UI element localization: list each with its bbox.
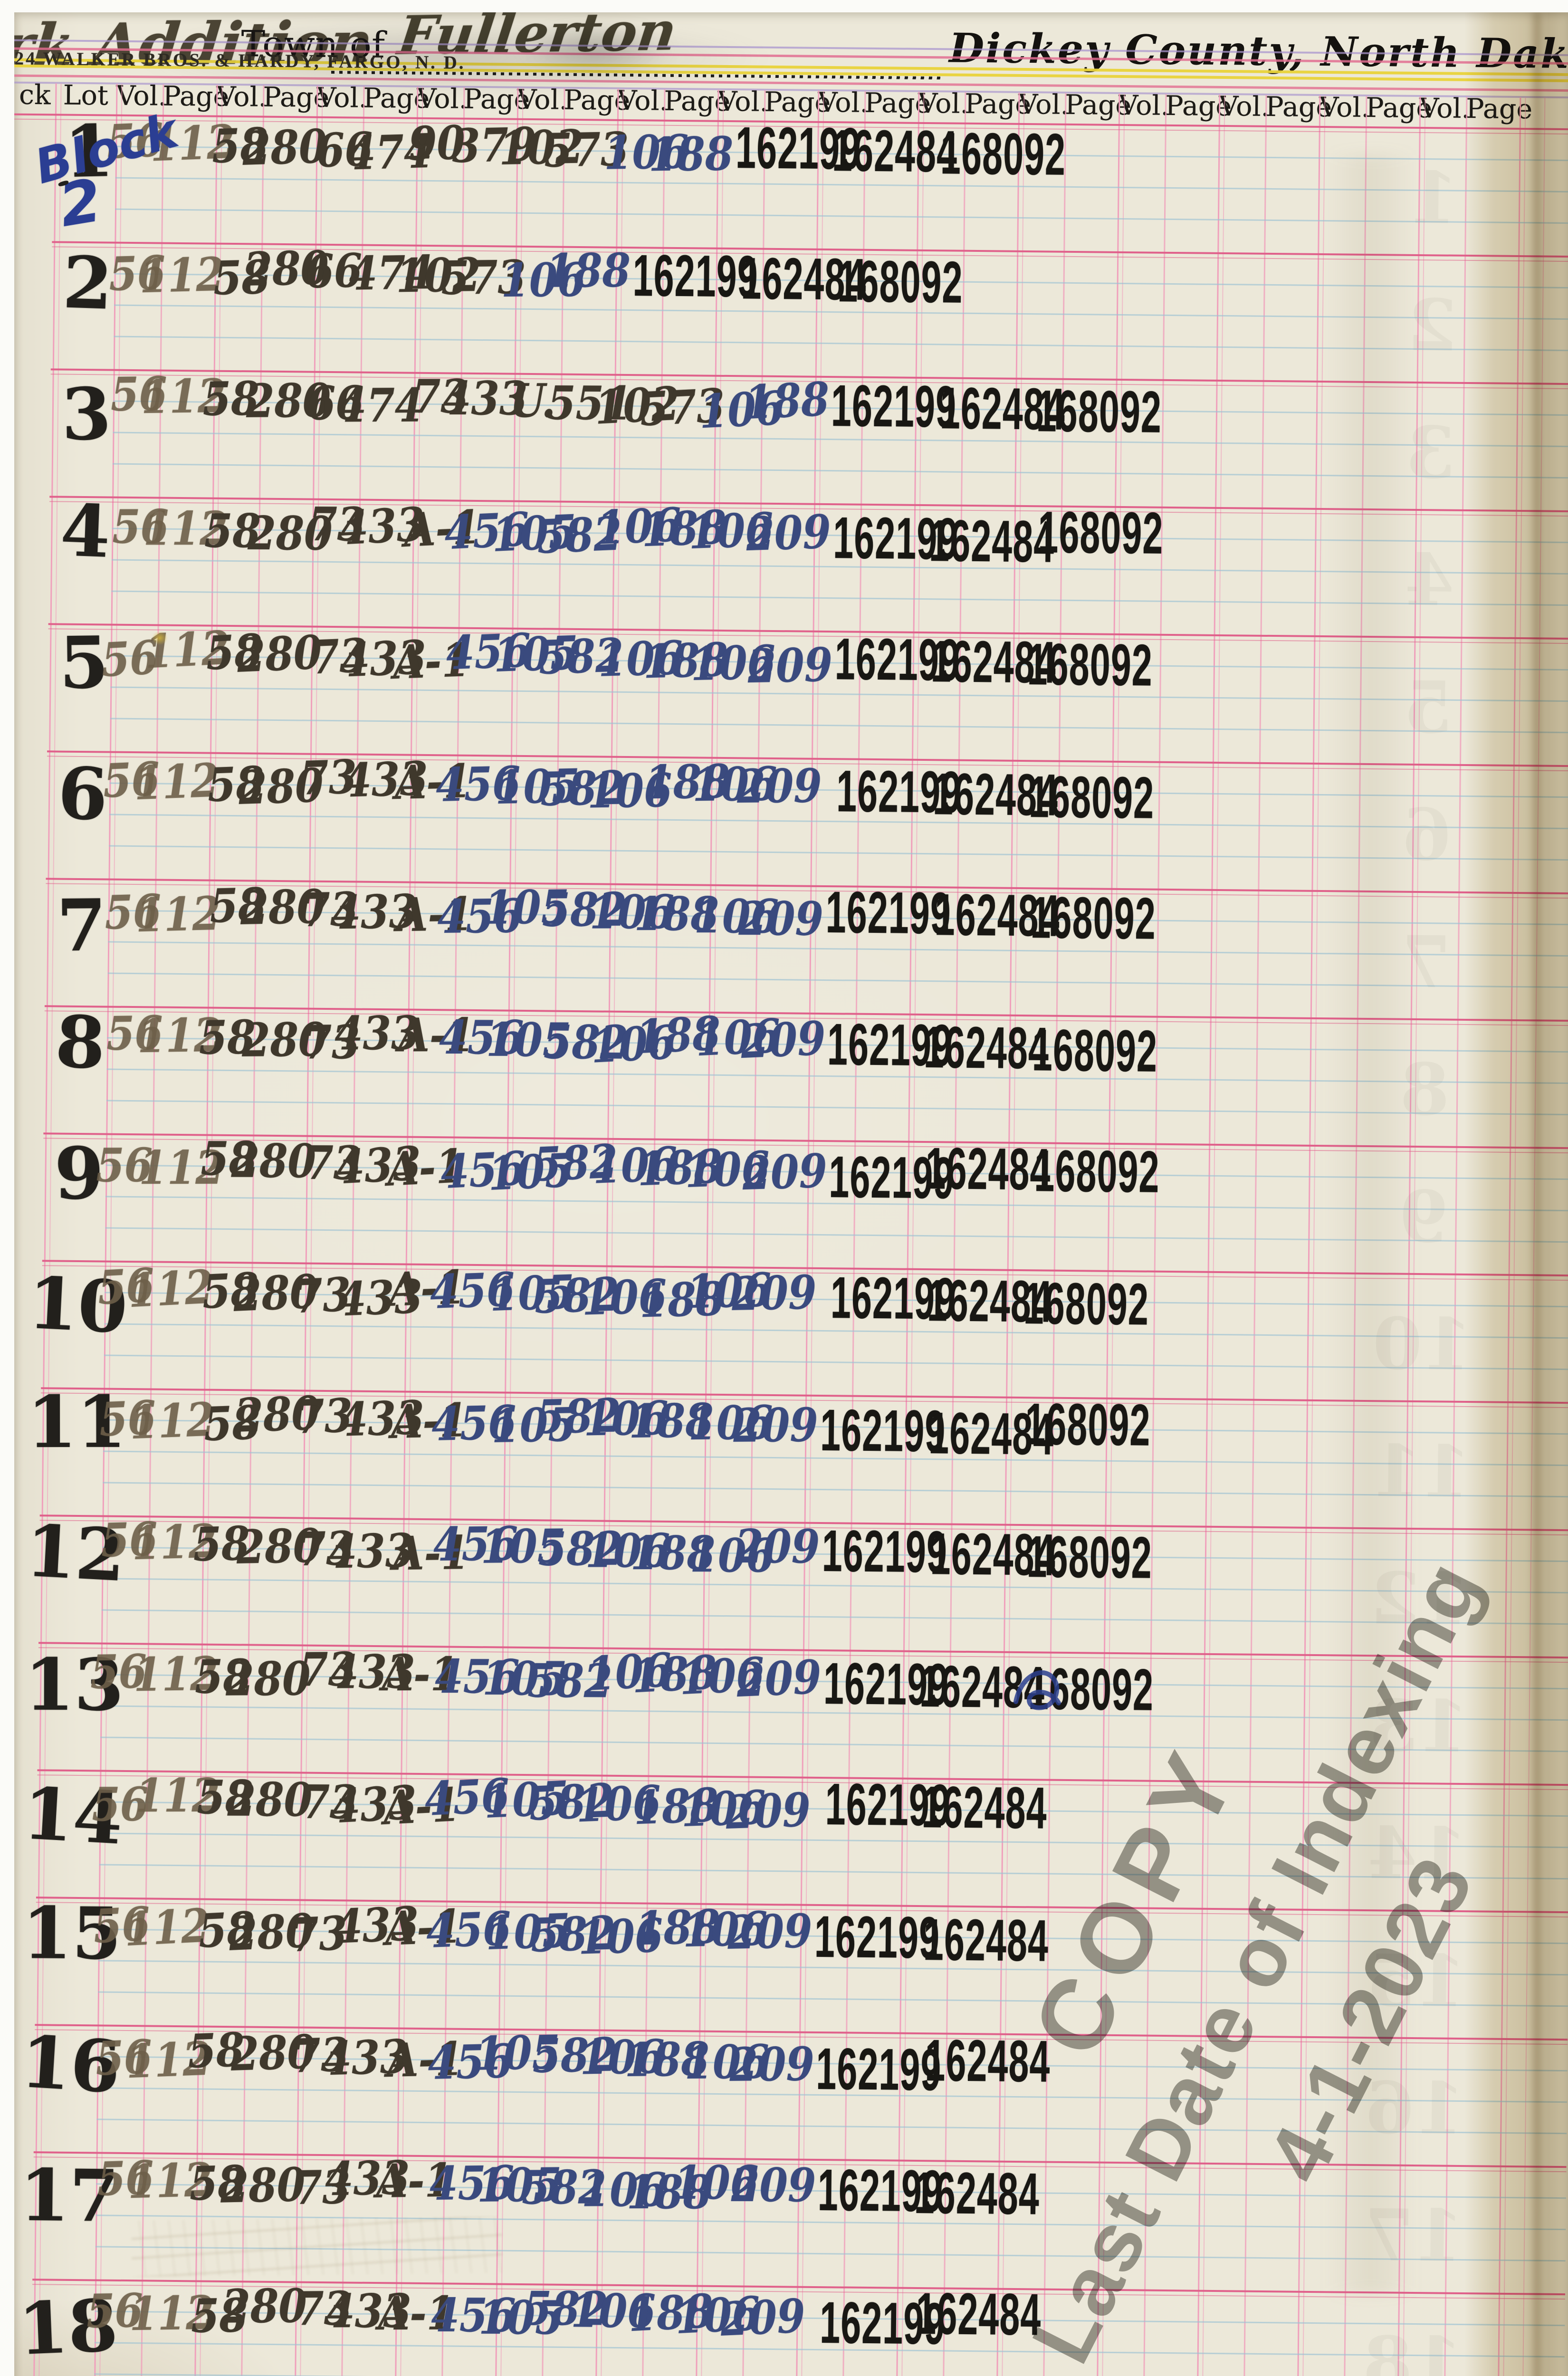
ledger-entry: 209 [729, 2036, 814, 2092]
lot-number: 4 [59, 489, 112, 575]
ledger-entry: 209 [738, 891, 824, 946]
column-line [800, 90, 824, 2376]
column-header-vol: Vol. [1218, 90, 1270, 123]
column-header-vol: Vol. [1118, 89, 1170, 122]
document-number-stamp: 168092 [1028, 764, 1155, 831]
ledger-entry: 209 [746, 504, 832, 562]
document-number-stamp: 168092 [1030, 885, 1157, 952]
ledger-entry: 209 [737, 758, 822, 814]
column-header-vol: Vol. [918, 87, 969, 120]
scan-smudge [133, 17, 774, 98]
document-number-stamp: 162199 [822, 1518, 948, 1585]
ledger-entry: 280 [236, 625, 323, 683]
lot-number: 3 [61, 372, 112, 457]
ledger-entry: 209 [735, 1519, 820, 1573]
document-number-stamp: 162199 [825, 879, 952, 947]
ledger-entry: 112 [139, 247, 225, 304]
ledger-entry: 209 [739, 1010, 826, 1069]
document-number-stamp: 168092 [1032, 1017, 1158, 1084]
ledger-entry: 112 [133, 753, 220, 811]
column-header-vol: Vol. [817, 86, 869, 119]
ledger-entry: 209 [719, 2288, 806, 2347]
paper-wrinkle-shading [1326, 155, 1416, 2293]
ledger-grid: rk Addition Town of Fullerton Dickey Cou… [14, 12, 1568, 2376]
ledger-entry: 188 [648, 126, 734, 182]
ledger-entry: 209 [747, 637, 833, 694]
document-number-stamp: 162199 [816, 2036, 942, 2103]
column-header-page: Page [964, 88, 1032, 121]
ink-scribble [1013, 1670, 1061, 1710]
column-header-page: Page [764, 86, 831, 119]
document-number-stamp: 162199 [820, 1397, 946, 1465]
document-number-stamp: 162199 [831, 373, 957, 440]
ledger-entry: 209 [731, 2158, 816, 2213]
document-number-stamp: 168092 [940, 120, 1067, 188]
column-header-page: Page [1165, 90, 1232, 123]
ledger-entry: 209 [727, 1904, 813, 1960]
scan-smudge-dark [518, 22, 675, 79]
document-number-stamp: 168092 [1036, 378, 1162, 445]
ledger-entry: 188 [744, 372, 830, 430]
column-header-page: Page [1265, 91, 1332, 124]
document-number-stamp: 162199 [632, 243, 759, 310]
ledger-entry: 209 [736, 1649, 822, 1708]
ledger-entry: 209 [725, 1782, 812, 1839]
column-header-vol: Vol. [717, 86, 769, 118]
document-number-stamp: 168092 [1033, 1138, 1160, 1206]
column-header-vol: Vol. [1319, 91, 1370, 124]
page-edge-seam [1533, 12, 1541, 2376]
ledger-entry: 209 [733, 1398, 818, 1453]
column-header-block: ck [19, 79, 51, 111]
column-header-page: Page [1064, 89, 1132, 122]
column-header-vol: Vol. [1419, 92, 1471, 125]
bleed-through-ghost: 18 [1362, 2321, 1463, 2376]
erased-pencil-note [131, 2216, 503, 2277]
column-header-page: Page [864, 87, 931, 120]
document-number-stamp: 168092 [1024, 1391, 1151, 1458]
lot-number: 8 [54, 999, 107, 1086]
paper-stain [152, 631, 168, 645]
column-header-lot: Lot [63, 79, 109, 112]
column-header-page: Page [162, 80, 229, 113]
document-number-stamp: 168092 [1037, 499, 1164, 566]
lot-number: 7 [56, 883, 107, 968]
ledger-sheet: rk Addition Town of Fullerton Dickey Cou… [14, 12, 1568, 2376]
ledger-entry: 188 [545, 243, 631, 298]
ledger-entry: 280 [227, 1772, 313, 1827]
document-number-stamp: 162484 [921, 1774, 1048, 1841]
ledger-entry: 112 [135, 886, 221, 943]
document-number-stamp: 168092 [1023, 1270, 1149, 1338]
document-number-stamp: 168092 [837, 248, 964, 316]
column-line [795, 90, 820, 2376]
ledger-entry: 209 [741, 1143, 828, 1201]
document-number-stamp: 168092 [1026, 1524, 1153, 1591]
column-header-vol: Vol. [1018, 88, 1070, 121]
column-header-page: Page [663, 85, 731, 118]
document-number-stamp: 162484 [923, 1015, 1050, 1082]
lot-number: 2 [61, 240, 114, 326]
ledger-entry: 474 [338, 378, 423, 433]
document-number-stamp: 162484 [928, 508, 1055, 575]
document-number-stamp: 168092 [1027, 632, 1153, 699]
lot-number: 6 [56, 751, 109, 837]
ledger-entry: 280 [220, 2157, 306, 2213]
ledger-entry: 280 [231, 1133, 316, 1188]
document-number-stamp: 162484 [832, 117, 958, 185]
document-number-stamp: 162199 [814, 1904, 940, 1971]
ledger-entry: 112 [129, 1392, 216, 1450]
ledger-entry: 280 [242, 119, 328, 176]
ledger-entry: 280 [221, 2279, 307, 2334]
ledger-entry: 209 [731, 1265, 817, 1321]
column-header-page: Page [1365, 92, 1433, 125]
document-number-stamp: 162484 [925, 1135, 1052, 1203]
ledger-entry: 112 [124, 1898, 210, 1957]
page-edge-shading [1464, 12, 1568, 2376]
ledger-entry: 280 [225, 1651, 311, 1706]
